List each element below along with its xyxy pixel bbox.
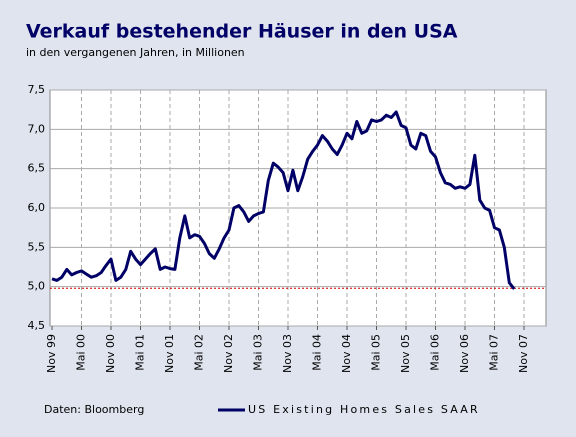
x-tick-label: Mai 05: [370, 334, 383, 371]
y-tick-label: 4,5: [28, 319, 46, 332]
x-tick-label: Nov 01: [163, 334, 176, 373]
x-tick-label: Mai 01: [134, 334, 147, 371]
y-tick-label: 6,0: [28, 201, 46, 214]
chart-title: Verkauf bestehender Häuser in den USA: [26, 21, 458, 43]
x-tick-label: Nov 05: [399, 334, 412, 373]
chart-subtitle: in den vergangenen Jahren, in Millionen: [26, 46, 245, 59]
x-tick-label: Mai 04: [311, 334, 324, 371]
y-tick-label: 7,5: [28, 83, 46, 96]
y-tick-label: 7,0: [28, 122, 46, 135]
x-tick-label: Mai 00: [75, 334, 88, 371]
x-tick-label: Mai 03: [252, 334, 265, 371]
legend-label: US Existing Homes Sales SAAR: [248, 403, 480, 416]
source: Daten: Bloomberg: [44, 403, 144, 416]
y-tick-label: 5,5: [28, 240, 46, 253]
x-tick-label: Nov 04: [340, 334, 353, 373]
data-line: [51, 110, 516, 290]
x-tick-label: Mai 06: [429, 334, 442, 371]
y-tick-label: 5,0: [28, 280, 46, 293]
x-tick-label: Nov 03: [281, 334, 294, 373]
x-tick-label: Mai 07: [488, 334, 501, 371]
x-tick-label: Nov 07: [517, 334, 530, 373]
x-tick-label: Nov 00: [104, 334, 117, 373]
x-tick-label: Nov 99: [45, 334, 58, 373]
x-tick-label: Nov 06: [458, 334, 471, 373]
y-tick-label: 6,5: [28, 162, 46, 175]
x-tick-label: Mai 02: [193, 334, 206, 371]
x-tick-label: Nov 02: [222, 334, 235, 373]
